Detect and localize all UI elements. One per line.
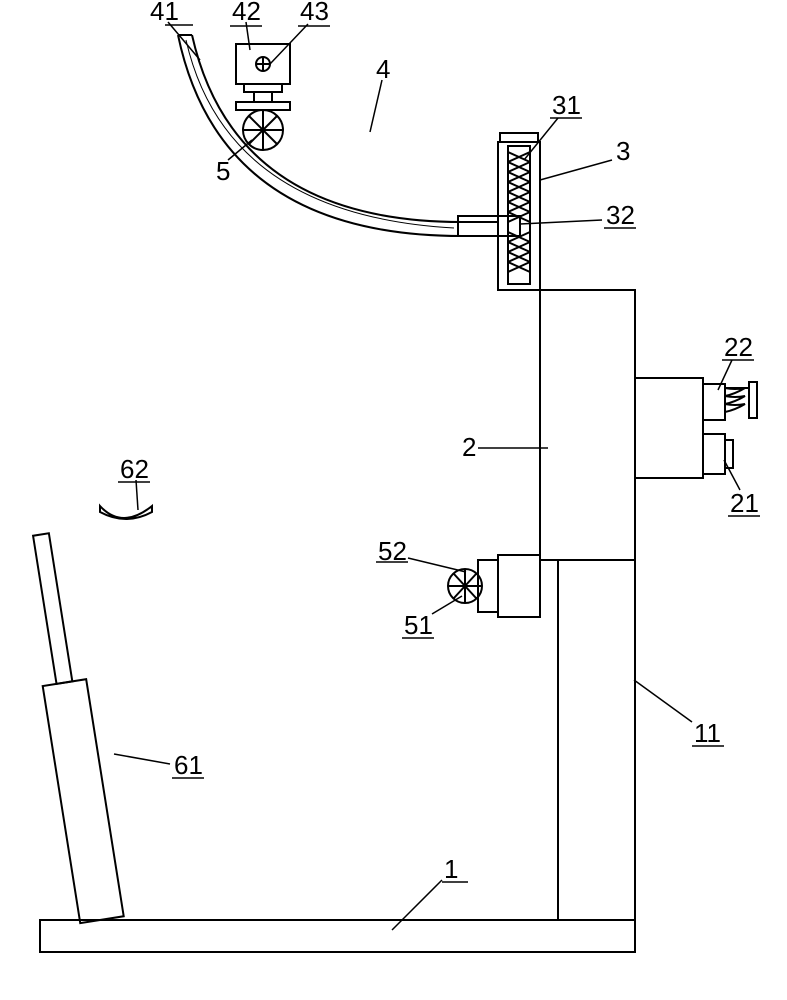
label-11: 11 bbox=[694, 718, 721, 748]
label-21: 21 bbox=[730, 488, 759, 518]
base-plate bbox=[40, 920, 635, 952]
label-2: 2 bbox=[462, 432, 476, 462]
arm-slider-assembly bbox=[236, 44, 290, 110]
chin-support-assembly bbox=[448, 555, 540, 617]
label-51: 51 bbox=[404, 610, 433, 640]
label-42: 42 bbox=[232, 0, 261, 26]
label-1: 1 bbox=[444, 854, 458, 884]
right-clamp-assembly bbox=[635, 378, 757, 478]
label-31: 31 bbox=[552, 90, 581, 120]
label-62: 62 bbox=[120, 454, 149, 484]
leaders-and-labels: 41 42 43 4 5 31 3 32 22 21 bbox=[114, 0, 760, 930]
label-32: 32 bbox=[606, 200, 635, 230]
label-43: 43 bbox=[300, 0, 329, 26]
label-61: 61 bbox=[174, 750, 203, 780]
upright-column bbox=[540, 290, 635, 920]
label-41: 41 bbox=[150, 0, 179, 26]
label-22: 22 bbox=[724, 332, 753, 362]
label-4: 4 bbox=[376, 54, 390, 84]
label-5: 5 bbox=[216, 156, 230, 186]
curved-arm bbox=[178, 35, 498, 236]
hanging-ball bbox=[243, 110, 283, 150]
right-clamp-coil bbox=[725, 382, 757, 418]
telescopic-stand bbox=[19, 506, 152, 923]
technical-diagram: 41 42 43 4 5 31 3 32 22 21 bbox=[0, 0, 787, 1000]
label-3: 3 bbox=[616, 136, 630, 166]
